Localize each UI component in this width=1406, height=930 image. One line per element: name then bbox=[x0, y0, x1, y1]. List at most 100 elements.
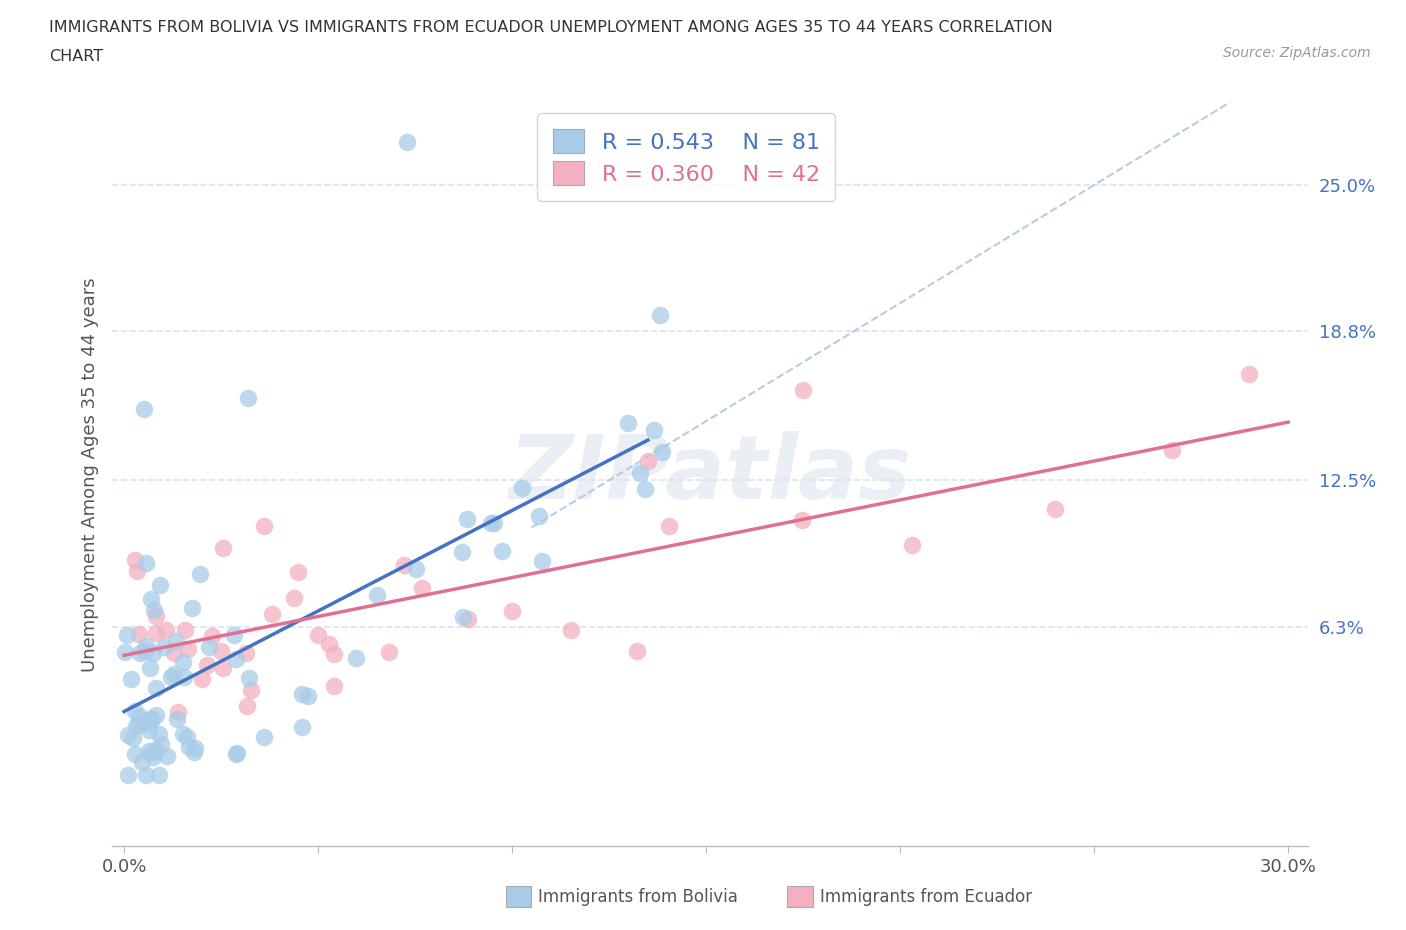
Point bbox=[135, 638, 157, 653]
Point bbox=[323, 678, 346, 693]
Point bbox=[1239, 366, 1261, 381]
Point bbox=[181, 601, 204, 616]
Text: IMMIGRANTS FROM BOLIVIA VS IMMIGRANTS FROM ECUADOR UNEMPLOYMENT AMONG AGES 35 TO: IMMIGRANTS FROM BOLIVIA VS IMMIGRANTS FR… bbox=[49, 20, 1053, 35]
Point bbox=[139, 661, 162, 676]
Point bbox=[262, 606, 284, 621]
Point bbox=[122, 730, 145, 745]
Point bbox=[143, 603, 166, 618]
Point bbox=[392, 557, 415, 572]
Point bbox=[124, 703, 146, 718]
Point bbox=[135, 555, 157, 570]
Legend: R = 0.543    N = 81, R = 0.360    N = 42: R = 0.543 N = 81, R = 0.360 N = 42 bbox=[537, 113, 835, 201]
Point bbox=[152, 640, 174, 655]
Point bbox=[283, 591, 305, 605]
Point bbox=[156, 749, 179, 764]
Point bbox=[177, 739, 200, 754]
Point bbox=[163, 645, 186, 660]
Point bbox=[145, 625, 167, 640]
Point bbox=[344, 650, 367, 665]
Point bbox=[491, 543, 513, 558]
Point bbox=[160, 670, 183, 684]
Point bbox=[129, 645, 152, 660]
Text: Source: ZipAtlas.com: Source: ZipAtlas.com bbox=[1223, 46, 1371, 60]
Point bbox=[173, 670, 195, 684]
Point bbox=[142, 751, 165, 765]
Point bbox=[396, 135, 419, 150]
Point bbox=[527, 508, 550, 523]
Point bbox=[114, 644, 136, 659]
Point bbox=[117, 768, 139, 783]
Point bbox=[648, 308, 671, 323]
Point bbox=[792, 512, 814, 527]
Point bbox=[628, 466, 651, 481]
Point bbox=[238, 390, 260, 405]
Point bbox=[451, 545, 474, 560]
Point bbox=[128, 627, 150, 642]
Point bbox=[235, 645, 257, 660]
Point bbox=[501, 604, 523, 618]
Point bbox=[617, 416, 640, 431]
Point bbox=[643, 423, 665, 438]
Point bbox=[531, 553, 554, 568]
Text: Immigrants from Ecuador: Immigrants from Ecuador bbox=[820, 887, 1032, 906]
Point bbox=[318, 636, 340, 651]
Point bbox=[291, 686, 314, 701]
Point bbox=[142, 645, 165, 660]
Point bbox=[145, 680, 167, 695]
Point bbox=[173, 622, 195, 637]
Point bbox=[291, 719, 314, 734]
Point bbox=[510, 481, 533, 496]
Point bbox=[149, 578, 172, 592]
Point bbox=[560, 622, 582, 637]
Point bbox=[139, 591, 162, 606]
Point bbox=[134, 644, 156, 658]
Point bbox=[134, 715, 156, 730]
Point bbox=[1160, 443, 1182, 458]
Point bbox=[634, 482, 657, 497]
Text: CHART: CHART bbox=[49, 49, 103, 64]
Point bbox=[658, 518, 681, 533]
Point bbox=[482, 515, 505, 530]
Point bbox=[405, 562, 427, 577]
Point bbox=[127, 564, 149, 578]
Point bbox=[1045, 501, 1067, 516]
Text: ZIPatlas: ZIPatlas bbox=[509, 431, 911, 518]
Point bbox=[166, 711, 188, 726]
Point bbox=[456, 512, 478, 526]
Point bbox=[901, 538, 924, 552]
Point bbox=[145, 707, 167, 722]
Point bbox=[378, 644, 401, 659]
Point bbox=[166, 704, 188, 719]
Point bbox=[792, 383, 814, 398]
Point bbox=[626, 644, 648, 658]
Point bbox=[138, 743, 160, 758]
Point bbox=[177, 642, 200, 657]
Point bbox=[138, 723, 160, 737]
Point bbox=[411, 580, 433, 595]
Point bbox=[239, 683, 262, 698]
Point bbox=[176, 730, 198, 745]
Point bbox=[138, 711, 160, 726]
Point bbox=[226, 745, 249, 760]
Point bbox=[188, 566, 211, 581]
Point bbox=[224, 628, 246, 643]
Point bbox=[225, 746, 247, 761]
Point bbox=[135, 768, 157, 783]
Point bbox=[128, 718, 150, 733]
Point bbox=[209, 644, 232, 658]
Point bbox=[651, 445, 673, 459]
Point bbox=[366, 588, 388, 603]
Point bbox=[253, 729, 276, 744]
Point bbox=[125, 719, 148, 734]
Point bbox=[141, 744, 163, 759]
Point bbox=[297, 688, 319, 703]
Point bbox=[453, 609, 475, 624]
Point bbox=[145, 609, 167, 624]
Point bbox=[457, 612, 479, 627]
Point bbox=[322, 646, 344, 661]
Point bbox=[236, 698, 259, 713]
Point bbox=[307, 628, 329, 643]
Point bbox=[183, 745, 205, 760]
Point bbox=[183, 740, 205, 755]
Point bbox=[150, 737, 173, 751]
